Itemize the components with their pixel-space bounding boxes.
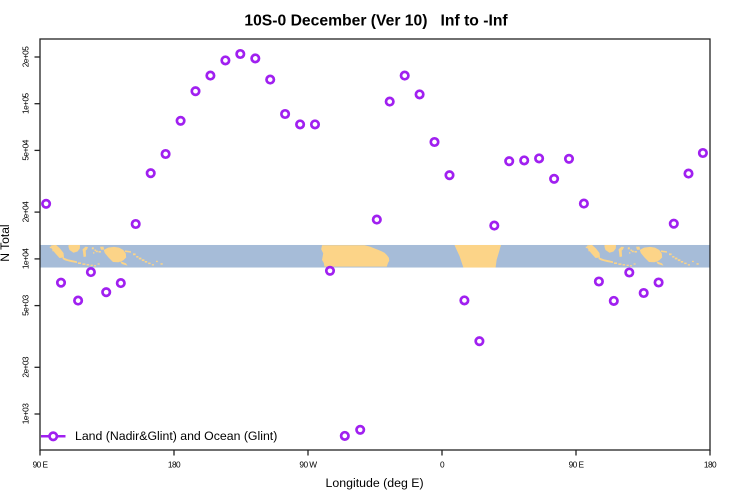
svg-text:90 E: 90 E xyxy=(569,460,585,470)
svg-text:90 W: 90 W xyxy=(299,460,317,470)
svg-text:Land (Nadir&Glint) and Ocean (: Land (Nadir&Glint) and Ocean (Glint) xyxy=(75,429,277,443)
svg-text:5e+04: 5e+04 xyxy=(20,139,30,160)
svg-text:10S-0 December (Ver 10) Inf: 10S-0 December (Ver 10) Inf to -Inf xyxy=(244,12,508,29)
svg-text:2e+04: 2e+04 xyxy=(20,201,30,222)
svg-text:N Total: N Total xyxy=(0,224,12,261)
svg-text:5e+03: 5e+03 xyxy=(20,294,30,315)
svg-text:0: 0 xyxy=(440,460,445,470)
svg-text:Longitude (deg E): Longitude (deg E) xyxy=(326,476,424,490)
svg-text:2e+05: 2e+05 xyxy=(20,46,30,67)
svg-text:2e+03: 2e+03 xyxy=(20,356,30,377)
svg-text:1e+05: 1e+05 xyxy=(20,92,30,113)
svg-text:1e+04: 1e+04 xyxy=(20,248,30,269)
svg-text:180: 180 xyxy=(168,460,181,470)
svg-text:90 E: 90 E xyxy=(33,460,49,470)
svg-text:180: 180 xyxy=(704,460,717,470)
svg-text:1e+03: 1e+03 xyxy=(20,403,30,424)
